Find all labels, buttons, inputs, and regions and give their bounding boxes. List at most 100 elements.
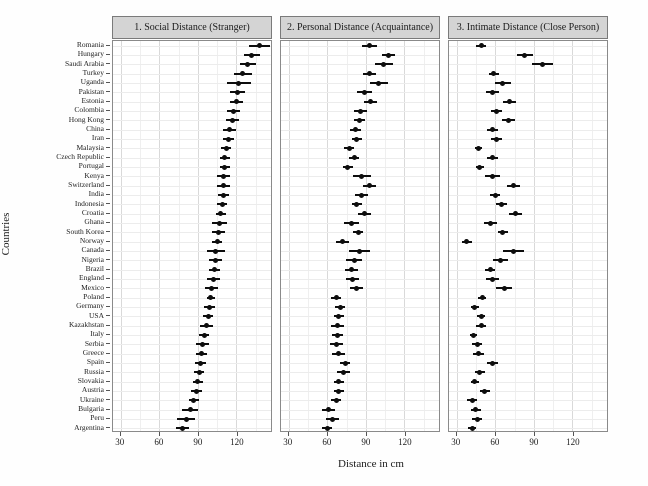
data-point	[359, 192, 365, 198]
row-gridline	[449, 223, 607, 224]
data-point	[214, 239, 220, 245]
x-tick-mark	[533, 432, 535, 436]
row-gridline	[449, 120, 607, 122]
row-gridline	[449, 260, 607, 262]
data-point	[490, 127, 496, 133]
country-label: Mexico	[81, 282, 104, 292]
country-label: Austria	[81, 385, 104, 395]
y-tick-mark	[106, 110, 110, 111]
row-gridline	[449, 325, 607, 327]
data-point	[191, 397, 197, 403]
y-tick-mark	[106, 63, 110, 65]
row-gridline	[449, 176, 607, 178]
data-point	[353, 127, 358, 133]
data-point	[367, 43, 373, 49]
data-point	[510, 183, 516, 189]
row-gridline	[281, 335, 439, 336]
data-point	[487, 267, 493, 273]
data-point	[376, 80, 382, 86]
row-gridline	[113, 83, 271, 84]
minor-gridline	[178, 41, 180, 431]
country-label: Norway	[79, 236, 104, 245]
y-tick-mark	[106, 399, 110, 401]
row-gridline	[449, 101, 607, 103]
data-point	[183, 416, 189, 422]
x-tick-label: 90	[361, 437, 371, 447]
row-gridline	[449, 73, 607, 75]
row-gridline	[281, 157, 439, 159]
data-point	[229, 117, 235, 123]
data-point	[197, 360, 203, 366]
data-point	[361, 211, 367, 217]
data-point	[201, 332, 207, 338]
row-gridline	[113, 344, 271, 346]
y-tick-mark	[106, 296, 110, 298]
data-point	[491, 71, 497, 77]
data-point	[336, 313, 342, 319]
country-label: Czech Republic	[56, 152, 104, 161]
row-gridline	[113, 204, 271, 206]
row-gridline	[113, 73, 271, 75]
data-point	[472, 304, 478, 310]
row-gridline	[113, 167, 271, 168]
x-tick-label: 90	[193, 437, 203, 447]
data-point	[256, 43, 262, 49]
row-gridline	[449, 251, 607, 252]
data-point	[356, 248, 362, 254]
data-point	[336, 351, 342, 357]
x-tick-mark	[455, 432, 457, 436]
country-label: Slovakia	[77, 376, 104, 385]
country-label: Peru	[90, 413, 104, 423]
data-point	[235, 89, 241, 95]
minor-gridline	[514, 41, 516, 431]
country-label: Serbia	[84, 338, 104, 348]
data-point	[345, 164, 351, 170]
row-gridline	[449, 400, 607, 402]
row-gridline	[449, 372, 607, 374]
row-gridline	[281, 409, 439, 411]
facet-header-label: 3. Intimate Distance (Close Person)	[456, 22, 600, 33]
x-tick-label: 30	[451, 437, 461, 447]
y-tick-mark	[106, 268, 110, 270]
row-gridline	[281, 55, 439, 56]
row-gridline	[449, 139, 607, 140]
x-tick-mark	[197, 432, 199, 436]
data-point	[337, 304, 343, 310]
country-label: Italy	[90, 329, 104, 339]
y-tick-mark	[106, 194, 110, 195]
major-gridline	[495, 41, 497, 431]
data-point	[223, 145, 229, 151]
row-gridline	[113, 195, 271, 196]
major-gridline	[365, 41, 367, 431]
y-tick-mark	[106, 82, 110, 83]
data-point	[187, 407, 193, 413]
data-point	[490, 276, 496, 282]
row-gridline	[449, 92, 607, 94]
row-gridline	[449, 213, 607, 215]
country-label: Saudi Arabia	[65, 58, 104, 68]
data-point	[233, 99, 239, 105]
data-point	[218, 211, 224, 217]
major-gridline	[327, 41, 329, 431]
y-tick-mark	[106, 287, 110, 289]
data-point	[213, 248, 219, 254]
data-point	[210, 276, 216, 282]
data-point	[499, 201, 505, 207]
row-gridline	[281, 344, 439, 346]
y-tick-mark	[106, 100, 110, 102]
data-point	[215, 229, 221, 235]
y-tick-mark	[106, 324, 110, 326]
data-point	[333, 295, 339, 301]
data-point	[219, 201, 225, 207]
country-label: Hong Kong	[68, 114, 104, 124]
data-point	[477, 369, 483, 375]
data-point	[335, 323, 341, 329]
row-gridline	[113, 363, 271, 364]
minor-gridline	[423, 41, 425, 431]
row-gridline	[113, 428, 271, 430]
data-point	[476, 351, 482, 357]
data-point	[220, 192, 226, 198]
x-tick-label: 30	[115, 437, 125, 447]
row-gridline	[113, 335, 271, 336]
